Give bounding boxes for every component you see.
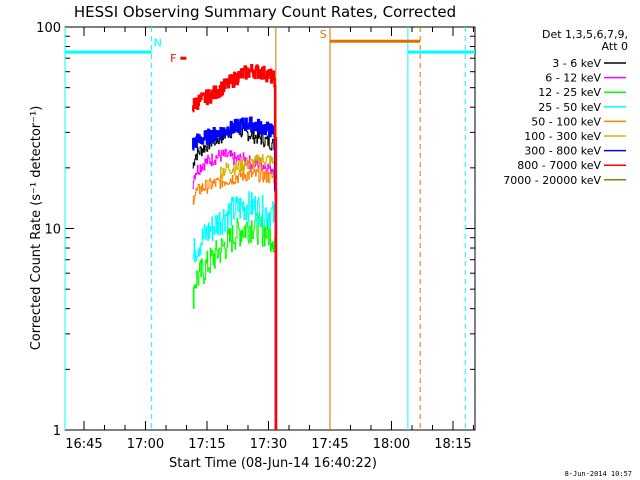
x-tick-label: 17:45 bbox=[311, 437, 348, 452]
legend-entry-label: 3 - 6 keV bbox=[552, 57, 601, 70]
chart-title: HESSI Observing Summary Count Rates, Cor… bbox=[74, 3, 456, 21]
series-line bbox=[192, 148, 277, 430]
legend-entry-label: 7000 - 20000 keV bbox=[503, 174, 601, 187]
y-tick-label: 100 bbox=[36, 21, 61, 36]
y-axis-label: Corrected Count Rate (s⁻¹ detector⁻¹) bbox=[29, 106, 44, 351]
series-line bbox=[192, 167, 277, 430]
x-tick-label: 18:15 bbox=[434, 437, 471, 452]
state-label: S bbox=[320, 28, 327, 41]
legend-entry-label: 800 - 7000 keV bbox=[517, 159, 601, 172]
x-axis-label: Start Time (08-Jun-14 16:40:22) bbox=[169, 456, 377, 471]
series-line bbox=[192, 116, 278, 430]
legend-entry-label: 50 - 100 keV bbox=[531, 115, 601, 128]
legend-entry-label: 6 - 12 keV bbox=[545, 72, 601, 85]
plot-area: 1 10 100 16:45 17:00 17:15 17:30 17:45 18:00 18:1… bbox=[36, 21, 476, 452]
series-line bbox=[219, 154, 276, 179]
state-label: F bbox=[170, 52, 176, 65]
timestamp-stamp: 8-Jun-2014 10:57 bbox=[564, 470, 632, 478]
legend-entry-label: 12 - 25 keV bbox=[538, 86, 601, 99]
x-tick-label: 16:45 bbox=[65, 437, 102, 452]
x-tick-label: 17:30 bbox=[250, 437, 287, 452]
state-label: N bbox=[154, 37, 162, 50]
x-tick-label: 18:00 bbox=[373, 437, 410, 452]
x-tick-label: 17:15 bbox=[188, 437, 225, 452]
legend-header: Det 1,3,5,6,7,9, bbox=[542, 28, 628, 41]
x-tick-label: 17:00 bbox=[127, 437, 164, 452]
series-line bbox=[192, 212, 277, 430]
series-line bbox=[192, 63, 278, 430]
legend-entry-label: 100 - 300 keV bbox=[524, 130, 601, 143]
legend-entry-label: 25 - 50 keV bbox=[538, 101, 601, 114]
legend-entry-label: 300 - 800 keV bbox=[524, 145, 601, 158]
series-line bbox=[192, 191, 277, 430]
y-tick-label: 1 bbox=[53, 424, 61, 439]
legend: Det 1,3,5,6,7,9,Att 03 - 6 keV 6 - 12 keV… bbox=[503, 28, 628, 187]
y-tick-label: 10 bbox=[44, 223, 61, 238]
legend-header: Att 0 bbox=[602, 40, 628, 53]
